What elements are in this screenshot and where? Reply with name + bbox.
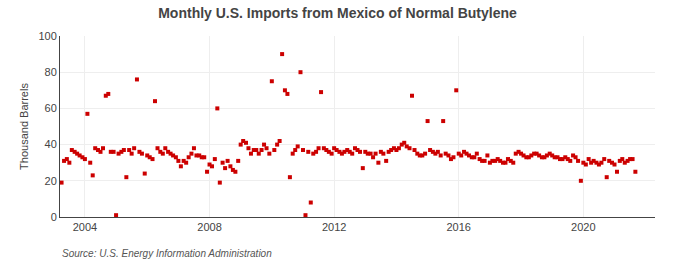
svg-text:80: 80 — [45, 66, 57, 78]
svg-text:2008: 2008 — [197, 221, 221, 233]
svg-text:20: 20 — [45, 175, 57, 187]
svg-text:2012: 2012 — [322, 221, 346, 233]
svg-text:Thousand Barrels: Thousand Barrels — [18, 83, 30, 170]
svg-text:Monthly U.S. Imports from Mexi: Monthly U.S. Imports from Mexico of Norm… — [158, 5, 517, 21]
svg-text:2016: 2016 — [446, 221, 470, 233]
svg-text:2004: 2004 — [73, 221, 97, 233]
svg-text:60: 60 — [45, 102, 57, 114]
svg-text:Source: U.S. Energy Informatio: Source: U.S. Energy Information Administ… — [62, 248, 272, 259]
svg-text:100: 100 — [38, 30, 56, 42]
svg-text:0: 0 — [51, 211, 57, 223]
svg-text:2020: 2020 — [571, 221, 595, 233]
svg-text:40: 40 — [45, 138, 57, 150]
